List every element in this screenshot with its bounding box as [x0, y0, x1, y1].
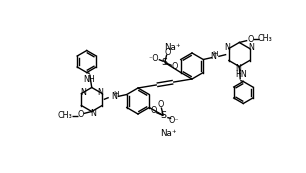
Text: N: N — [90, 109, 96, 118]
Text: O: O — [150, 106, 156, 115]
Text: NH: NH — [83, 75, 95, 84]
Text: ⁻O: ⁻O — [148, 54, 159, 63]
Text: O: O — [157, 100, 163, 109]
Text: H: H — [212, 52, 218, 57]
Text: O: O — [77, 110, 84, 119]
Text: N: N — [97, 88, 103, 97]
Text: O: O — [247, 35, 253, 44]
Text: N: N — [210, 52, 216, 61]
Text: N: N — [224, 43, 230, 52]
Text: N: N — [235, 64, 241, 73]
Text: H: H — [113, 92, 118, 98]
Text: N: N — [111, 92, 117, 101]
Text: O: O — [165, 48, 171, 57]
Text: N: N — [80, 88, 86, 97]
Text: HN: HN — [235, 70, 247, 79]
Text: CH₃: CH₃ — [258, 34, 273, 43]
Text: S: S — [162, 58, 168, 67]
Text: N: N — [249, 43, 255, 52]
Text: S: S — [160, 111, 166, 120]
Text: O: O — [172, 62, 178, 71]
Text: O⁻: O⁻ — [169, 116, 180, 125]
Text: Na⁺: Na⁺ — [164, 43, 181, 52]
Text: CH₃: CH₃ — [57, 111, 72, 120]
Text: Na⁺: Na⁺ — [160, 129, 177, 138]
